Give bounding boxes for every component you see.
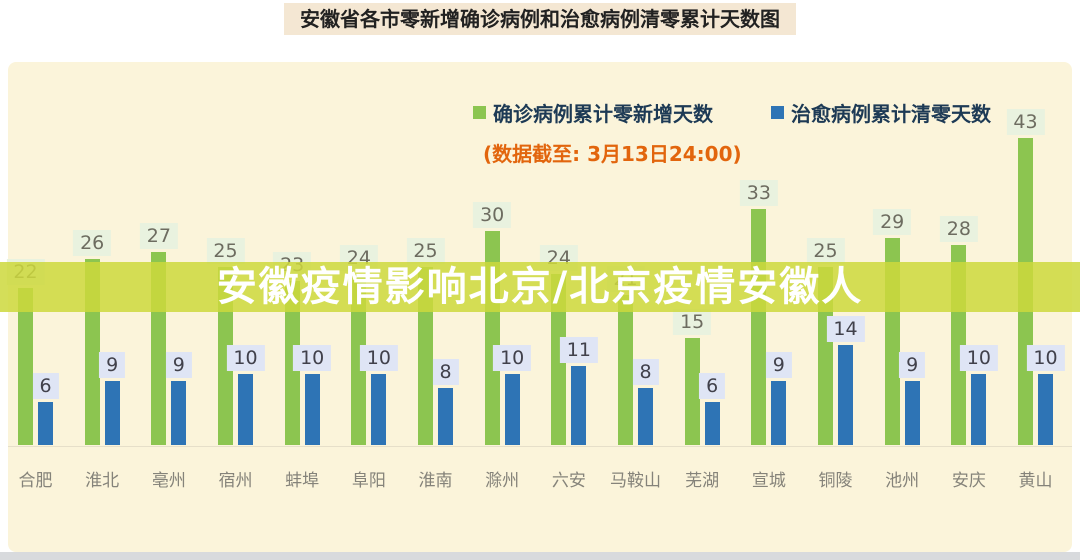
blue-bar-淮南 [438, 387, 453, 445]
blue-bar-合肥 [38, 402, 53, 445]
x-axis-label-池州: 池州 [885, 471, 920, 491]
green-bar-蚌埠 [284, 280, 300, 445]
blue-value-池州: 9 [899, 351, 926, 378]
blue-bar-阜阳 [371, 373, 387, 445]
blue-bar-马鞍山 [638, 387, 653, 445]
legend-item-cured: 治愈病例累计清零天数 [771, 98, 991, 127]
blue-bar-蚌埠 [304, 373, 320, 445]
green-value-宿州: 25 [206, 237, 245, 264]
green-bar-六安 [551, 273, 567, 445]
green-value-宣城: 33 [739, 180, 778, 207]
x-axis-label-芜湖: 芜湖 [685, 471, 720, 491]
legend-label-cured: 治愈病例累计清零天数 [791, 102, 991, 126]
green-value-芜湖: 15 [673, 308, 712, 335]
x-axis-label-滁州: 滁州 [485, 471, 520, 491]
blue-value-宿州: 10 [226, 344, 265, 371]
blue-bar-滁州 [504, 373, 520, 445]
legend-swatch-green-icon [473, 106, 486, 119]
blue-value-淮南: 8 [432, 358, 459, 385]
x-axis-label-蚌埠: 蚌埠 [285, 471, 320, 491]
green-value-淮北: 26 [73, 230, 112, 257]
x-axis-label-黄山: 黄山 [1018, 471, 1053, 491]
overlay-banner-text: 安徽疫情影响北京/北京疫情安徽人 [216, 264, 864, 310]
blue-value-芜湖: 6 [699, 373, 726, 400]
blue-bar-黄山 [1038, 373, 1053, 445]
blue-value-宣城: 9 [765, 351, 792, 378]
blue-bar-六安 [571, 366, 587, 445]
green-value-淮南: 25 [406, 237, 445, 264]
x-axis-line [8, 446, 1072, 447]
blue-value-滁州: 10 [493, 344, 532, 371]
blue-value-蚌埠: 10 [293, 344, 332, 371]
green-value-铜陵: 25 [806, 237, 845, 264]
blue-value-阜阳: 10 [359, 344, 398, 371]
blue-value-马鞍山: 8 [632, 358, 659, 385]
green-bar-宣城 [751, 209, 767, 445]
x-axis-label-宿州: 宿州 [218, 471, 253, 491]
green-value-池州: 29 [873, 208, 912, 235]
blue-value-铜陵: 14 [826, 316, 865, 343]
chart-title: 安徽省各市零新增确诊病例和治愈病例清零累计天数图 [284, 3, 796, 35]
green-bar-芜湖 [684, 337, 700, 445]
overlay-banner: 安徽疫情影响北京/北京疫情安徽人 [0, 262, 1080, 312]
blue-bar-芜湖 [704, 402, 720, 445]
x-axis-label-铜陵: 铜陵 [818, 471, 853, 491]
data-cutoff-note: (数据截至: 3月13日24:00) [483, 142, 742, 166]
blue-bar-宿州 [238, 373, 253, 445]
blue-value-安庆: 10 [959, 344, 998, 371]
blue-value-合肥: 6 [32, 373, 59, 400]
green-value-滁州: 30 [473, 201, 512, 228]
legend-item-confirmed: 确诊病例累计零新增天数 [473, 98, 713, 127]
blue-bar-亳州 [171, 380, 187, 445]
green-bar-合肥 [18, 287, 33, 445]
green-bar-马鞍山 [618, 295, 633, 445]
green-value-黄山: 43 [1006, 108, 1045, 135]
x-axis-label-合肥: 合肥 [18, 471, 53, 491]
green-value-亳州: 27 [139, 223, 178, 250]
green-value-安庆: 28 [939, 216, 978, 243]
blue-value-六安: 11 [559, 337, 598, 364]
green-bar-阜阳 [351, 273, 367, 445]
blue-value-黄山: 10 [1026, 344, 1065, 371]
x-axis-label-阜阳: 阜阳 [351, 471, 386, 491]
blue-bar-铜陵 [838, 345, 853, 445]
x-axis-label-六安: 六安 [551, 471, 586, 491]
x-axis-label-宣城: 宣城 [751, 471, 786, 491]
x-axis-label-马鞍山: 马鞍山 [610, 471, 661, 491]
bottom-edge-strip [0, 552, 1080, 560]
blue-bar-池州 [904, 380, 920, 445]
x-axis-label-淮北: 淮北 [85, 471, 120, 491]
legend-swatch-blue-icon [771, 106, 784, 119]
blue-bar-宣城 [771, 380, 787, 445]
blue-bar-淮北 [104, 380, 120, 445]
x-axis-label-淮南: 淮南 [418, 471, 453, 491]
chart-legend: 确诊病例累计零新增天数 治愈病例累计清零天数 [473, 98, 991, 127]
x-axis-label-亳州: 亳州 [151, 471, 186, 491]
blue-bar-安庆 [971, 373, 987, 445]
legend-label-confirmed: 确诊病例累计零新增天数 [493, 102, 713, 126]
blue-value-淮北: 9 [99, 351, 126, 378]
blue-value-亳州: 9 [165, 351, 192, 378]
x-axis-label-安庆: 安庆 [951, 471, 986, 491]
